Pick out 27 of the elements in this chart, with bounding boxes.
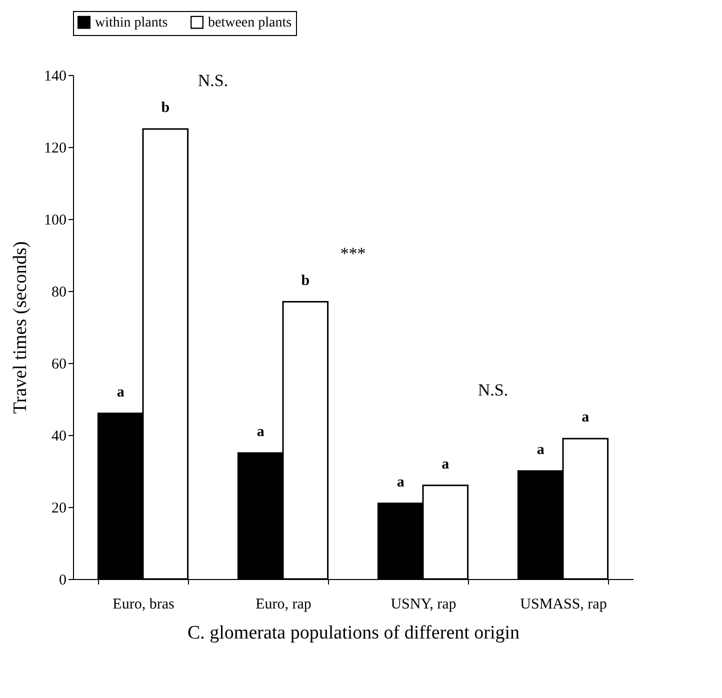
data-label: a xyxy=(396,474,405,490)
legend-label: between plants xyxy=(208,15,292,30)
y-tick-label: 40 xyxy=(52,428,66,444)
x-tick-label: USMASS, rap xyxy=(520,596,607,612)
y-tick-label: 140 xyxy=(44,68,66,84)
x-axis-title: C. glomerata populations of different origin xyxy=(187,622,520,644)
data-label: a xyxy=(116,384,125,400)
annotation: *** xyxy=(340,244,366,263)
data-label: a xyxy=(536,442,545,458)
data-label: a xyxy=(442,456,450,472)
data-label: a xyxy=(256,424,265,440)
y-tick-label: 80 xyxy=(52,284,66,300)
x-tick-label: Euro, rap xyxy=(256,596,312,612)
x-tick-label: USNY, rap xyxy=(390,596,456,612)
data-label: b xyxy=(161,100,170,116)
data-label: a xyxy=(582,410,590,426)
x-tick-label: Euro, bras xyxy=(112,596,174,612)
annotation: N.S. xyxy=(198,71,228,90)
annotation: N.S. xyxy=(478,380,508,400)
y-tick-label: 100 xyxy=(44,212,66,228)
data-label: b xyxy=(301,272,310,289)
y-axis-title: Travel times (seconds) xyxy=(10,241,31,414)
legend-label: within plants xyxy=(95,15,168,30)
y-tick-label: 20 xyxy=(52,500,66,516)
y-tick-label: 60 xyxy=(52,356,66,372)
y-tick-label: 120 xyxy=(44,140,66,156)
y-tick-label: 0 xyxy=(59,572,66,588)
